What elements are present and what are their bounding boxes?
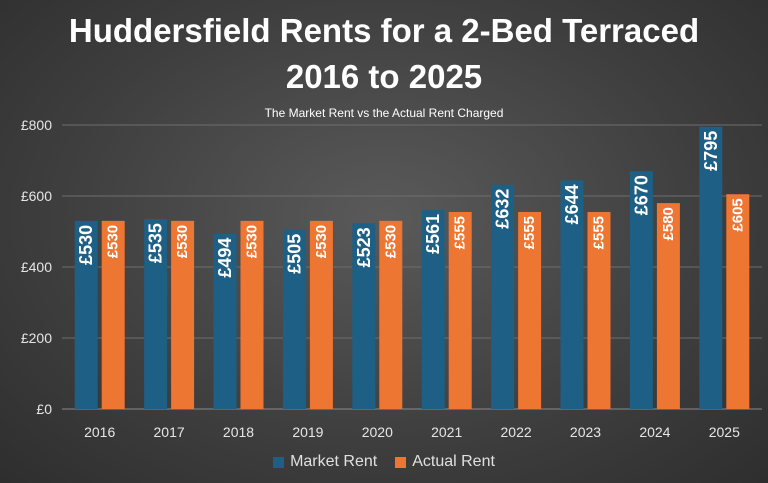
bar-actual-rent bbox=[518, 211, 542, 409]
data-label: £530 bbox=[244, 225, 261, 258]
data-label: £632 bbox=[493, 189, 513, 229]
x-tick-label: 2024 bbox=[639, 424, 670, 440]
chart-subtitle: The Market Rent vs the Actual Rent Charg… bbox=[264, 106, 504, 120]
chart-title-line1: Huddersfield Rents for a 2-Bed Terraced bbox=[68, 12, 700, 49]
y-tick-label: £0 bbox=[36, 401, 52, 417]
data-label: £535 bbox=[146, 223, 166, 263]
data-label: £795 bbox=[701, 131, 721, 171]
bar-actual-rent bbox=[726, 194, 750, 409]
data-label: £555 bbox=[452, 216, 469, 249]
bar-market-rent bbox=[560, 180, 584, 409]
bar-market-rent bbox=[352, 223, 376, 409]
chart-title-line2: 2016 to 2025 bbox=[285, 58, 483, 95]
y-tick-label: £400 bbox=[21, 259, 52, 275]
data-label: £530 bbox=[174, 225, 191, 258]
data-label: £494 bbox=[215, 238, 235, 278]
bar-actual-rent bbox=[448, 211, 472, 409]
bar-market-rent bbox=[213, 233, 237, 409]
bar-actual-rent bbox=[171, 220, 195, 409]
bar-actual-rent bbox=[309, 220, 333, 409]
bar-actual-rent bbox=[656, 203, 680, 409]
data-label: £530 bbox=[105, 225, 122, 258]
legend-label-actual: Actual Rent bbox=[412, 453, 495, 470]
data-label: £555 bbox=[591, 216, 608, 249]
legend-label-market: Market Rent bbox=[290, 453, 378, 470]
data-label: £530 bbox=[76, 225, 96, 265]
bar-market-rent bbox=[699, 126, 723, 410]
x-tick-label: 2023 bbox=[570, 424, 601, 440]
data-label: £644 bbox=[562, 184, 582, 224]
x-tick-label: 2016 bbox=[84, 424, 115, 440]
data-label: £561 bbox=[423, 214, 443, 254]
legend-swatch-market bbox=[273, 456, 285, 468]
x-tick-label: 2020 bbox=[362, 424, 393, 440]
bar-actual-rent bbox=[587, 211, 611, 409]
y-tick-label: £800 bbox=[21, 117, 52, 133]
data-label: £605 bbox=[729, 198, 746, 231]
legend: Market Rent Actual Rent bbox=[0, 453, 768, 471]
y-tick-label: £200 bbox=[21, 330, 52, 346]
bar-market-rent bbox=[421, 209, 445, 409]
bar-actual-rent bbox=[240, 220, 264, 409]
x-tick-label: 2019 bbox=[292, 424, 323, 440]
x-tick-label: 2025 bbox=[709, 424, 740, 440]
bar-actual-rent bbox=[101, 220, 125, 409]
y-tick-label: £600 bbox=[21, 188, 52, 204]
data-label: £523 bbox=[354, 227, 374, 267]
data-label: £555 bbox=[521, 216, 538, 249]
bar-market-rent bbox=[282, 229, 306, 409]
bar-market-rent bbox=[144, 219, 168, 409]
chart-title: Huddersfield Rents for a 2-Bed Terraced … bbox=[0, 8, 768, 100]
data-label: £530 bbox=[382, 225, 399, 258]
bar-market-rent bbox=[74, 220, 98, 409]
legend-item-actual: Actual Rent bbox=[395, 453, 495, 471]
data-label: £670 bbox=[631, 175, 651, 215]
bar-market-rent bbox=[491, 184, 515, 409]
bar-actual-rent bbox=[379, 220, 403, 409]
bar-market-rent bbox=[629, 171, 653, 409]
legend-swatch-actual bbox=[395, 456, 407, 468]
data-label: £530 bbox=[313, 225, 330, 258]
data-label: £580 bbox=[660, 207, 677, 240]
legend-item-market: Market Rent bbox=[273, 453, 377, 471]
x-tick-label: 2021 bbox=[431, 424, 462, 440]
x-tick-label: 2022 bbox=[501, 424, 532, 440]
x-tick-label: 2018 bbox=[223, 424, 254, 440]
data-label: £505 bbox=[284, 234, 304, 274]
x-tick-label: 2017 bbox=[154, 424, 185, 440]
